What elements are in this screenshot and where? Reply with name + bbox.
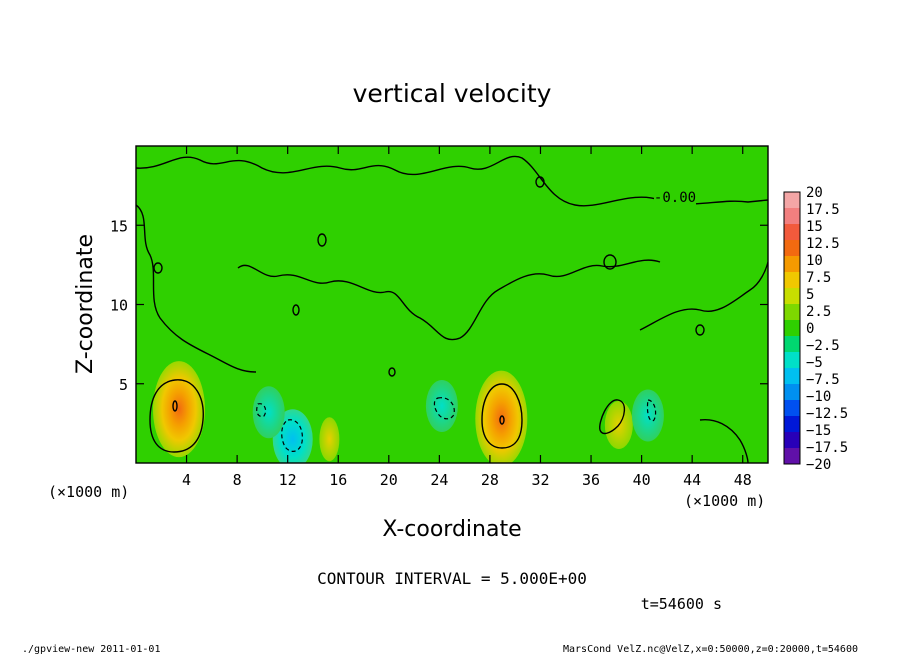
colorbar-label: −5 xyxy=(806,355,823,371)
x-unit-right: (×1000 m) xyxy=(684,492,765,510)
feature-downdraft-7 xyxy=(631,389,664,442)
colorbar-segment xyxy=(784,400,800,417)
colorbar-segment xyxy=(784,320,800,337)
chart-title: vertical velocity xyxy=(353,79,552,108)
colorbar-segment xyxy=(784,208,800,225)
colorbar-label: −7.5 xyxy=(806,372,840,388)
x-tick-label: 32 xyxy=(531,471,549,489)
colorbar-label: 0 xyxy=(806,321,814,337)
colorbar-frame xyxy=(783,191,801,465)
colorbar-label: 10 xyxy=(806,253,823,269)
contour-ring-2 xyxy=(317,233,327,247)
colorbar-segment xyxy=(784,368,800,385)
colorbar-segment xyxy=(784,224,800,241)
x-tick-label: 36 xyxy=(582,471,600,489)
x-tick-label: 16 xyxy=(329,471,347,489)
y-axis-title: Z-coordinate xyxy=(73,234,98,374)
colorbar-label: 7.5 xyxy=(806,270,831,286)
y-tick-label: 5 xyxy=(119,376,128,394)
feature-downdraft-6 xyxy=(252,386,285,439)
colorbar-segment xyxy=(784,272,800,289)
time-label: t=54600 s xyxy=(641,595,722,613)
colorbar-segment xyxy=(784,448,800,465)
colorbar: 2017.51512.5107.552.50−2.5−5−7.5−10−12.5… xyxy=(783,185,848,473)
contour-core-left xyxy=(172,400,178,412)
contour-lines xyxy=(136,155,768,463)
colorbar-label: 5 xyxy=(806,287,814,303)
colorbar-segment xyxy=(784,304,800,321)
feature-updraft-1 xyxy=(475,370,528,463)
colorbar-label: −2.5 xyxy=(806,338,840,354)
contour-updraft-left xyxy=(149,379,204,453)
y-tick-label: 10 xyxy=(110,297,128,315)
contour-core-right xyxy=(499,415,505,425)
contour-zero-left xyxy=(136,204,257,373)
colorbar-label: −17.5 xyxy=(806,440,848,456)
colorbar-label: 15 xyxy=(806,219,823,235)
contour-zero-mid xyxy=(237,259,661,341)
x-tick-label: 48 xyxy=(734,471,752,489)
contour-updraft-right xyxy=(481,383,523,449)
contour-ring-7 xyxy=(388,367,396,377)
contour-ring-3 xyxy=(292,304,300,316)
x-tick-label: 20 xyxy=(380,471,398,489)
contour-box-right xyxy=(699,418,749,463)
x-tick-label: 12 xyxy=(279,471,297,489)
colorbar-label: 12.5 xyxy=(806,236,840,252)
x-axis-title: X-coordinate xyxy=(382,517,521,542)
colorbar-label: −12.5 xyxy=(806,406,848,422)
x-unit-left: (×1000 m) xyxy=(48,483,129,501)
contour-label: -0.00 xyxy=(654,190,696,206)
colorbar-segment xyxy=(784,352,800,369)
colorbar-label: 2.5 xyxy=(806,304,831,320)
footer-right: MarsCond_VelZ.nc@VelZ,x=0:50000,z=0:2000… xyxy=(563,644,858,654)
colorbar-segment xyxy=(784,336,800,353)
x-tick-label: 24 xyxy=(430,471,448,489)
colorbar-segment xyxy=(784,432,800,449)
feature-updraft-3 xyxy=(319,417,340,462)
contour-zero-upper xyxy=(136,155,768,207)
colorbar-segment xyxy=(784,416,800,433)
footer-left: ./gpview-new 2011-01-01 xyxy=(22,644,160,654)
contour-updraft-east xyxy=(599,399,626,435)
colorbar-label: −10 xyxy=(806,389,831,405)
contour-downdraft-3 xyxy=(256,403,267,418)
contour-ring-4 xyxy=(535,176,545,188)
contour-ring-6 xyxy=(695,324,705,336)
colorbar-label: −20 xyxy=(806,457,831,473)
contour-downdraft-2 xyxy=(433,397,455,420)
contour-lines-negative xyxy=(256,397,657,452)
contour-ring-1 xyxy=(153,262,163,274)
x-tick-label: 40 xyxy=(633,471,651,489)
x-tick-label: 4 xyxy=(182,471,191,489)
colorbar-segment xyxy=(784,384,800,401)
feature-downdraft-5 xyxy=(425,379,458,432)
colorbar-segment xyxy=(784,256,800,273)
contour-downdraft-4 xyxy=(646,399,657,422)
colorbar-label: 17.5 xyxy=(806,202,840,218)
x-tick-label: 28 xyxy=(481,471,499,489)
contour-label-bg xyxy=(654,190,696,205)
contour-zero-right xyxy=(639,261,768,331)
colorbar-label: 20 xyxy=(806,185,823,201)
x-tick-label: 44 xyxy=(683,471,701,489)
contour-interval: CONTOUR INTERVAL = 5.000E+00 xyxy=(317,569,587,588)
x-axis: 4 8 12 16 20 24 28 32 36 40 44 48 xyxy=(182,146,752,489)
feature-updraft-0 xyxy=(152,361,205,458)
colorbar-label: −15 xyxy=(806,423,831,439)
y-tick-label: 15 xyxy=(110,217,128,235)
colorbar-segment xyxy=(784,192,800,209)
colorbar-segment xyxy=(784,288,800,305)
y-axis: 5 10 15 xyxy=(110,217,768,394)
contour-ring-5 xyxy=(603,254,617,270)
x-tick-label: 8 xyxy=(233,471,242,489)
colorbar-segment xyxy=(784,240,800,257)
